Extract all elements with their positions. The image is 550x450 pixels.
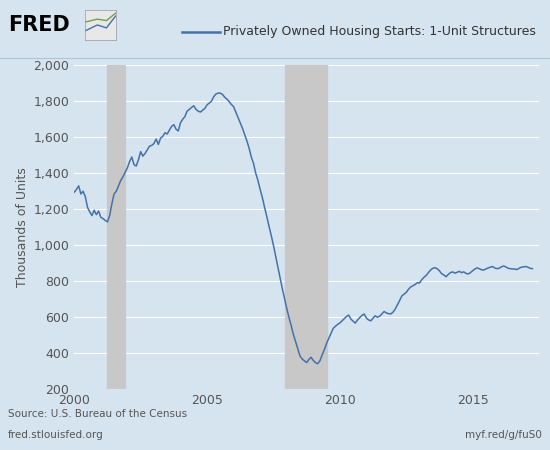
Bar bbox=[107, 65, 125, 389]
Text: FRED: FRED bbox=[8, 15, 70, 35]
Text: Privately Owned Housing Starts: 1-Unit Structures: Privately Owned Housing Starts: 1-Unit S… bbox=[223, 25, 536, 38]
Text: fred.stlouisfed.org: fred.stlouisfed.org bbox=[8, 430, 104, 440]
Text: Source: U.S. Bureau of the Census: Source: U.S. Bureau of the Census bbox=[8, 410, 188, 419]
Y-axis label: Thousands of Units: Thousands of Units bbox=[16, 167, 29, 287]
Text: myf.red/g/fuS0: myf.red/g/fuS0 bbox=[465, 430, 542, 440]
Bar bbox=[284, 65, 327, 389]
